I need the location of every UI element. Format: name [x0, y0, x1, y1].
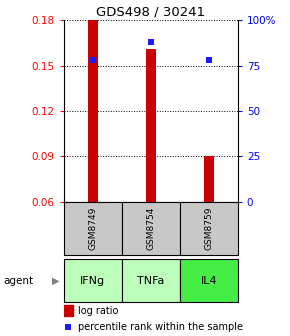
- Text: TNFa: TNFa: [137, 276, 164, 286]
- Bar: [64, 202, 122, 255]
- Bar: [146, 49, 156, 202]
- Bar: [180, 202, 238, 255]
- Bar: [204, 156, 214, 202]
- Bar: [180, 259, 238, 302]
- Text: IFNg: IFNg: [80, 276, 105, 286]
- Bar: [64, 259, 122, 302]
- Bar: [122, 202, 180, 255]
- Text: log ratio: log ratio: [78, 306, 118, 316]
- Title: GDS498 / 30241: GDS498 / 30241: [96, 6, 205, 19]
- Text: GSM8754: GSM8754: [146, 207, 155, 250]
- Bar: [88, 20, 98, 202]
- Text: IL4: IL4: [200, 276, 217, 286]
- Text: agent: agent: [3, 276, 33, 286]
- Text: ▶: ▶: [52, 276, 59, 286]
- Text: GSM8749: GSM8749: [88, 207, 97, 250]
- Bar: [122, 259, 180, 302]
- Text: GSM8759: GSM8759: [204, 207, 213, 250]
- Bar: [64, 305, 73, 316]
- Text: percentile rank within the sample: percentile rank within the sample: [78, 322, 243, 332]
